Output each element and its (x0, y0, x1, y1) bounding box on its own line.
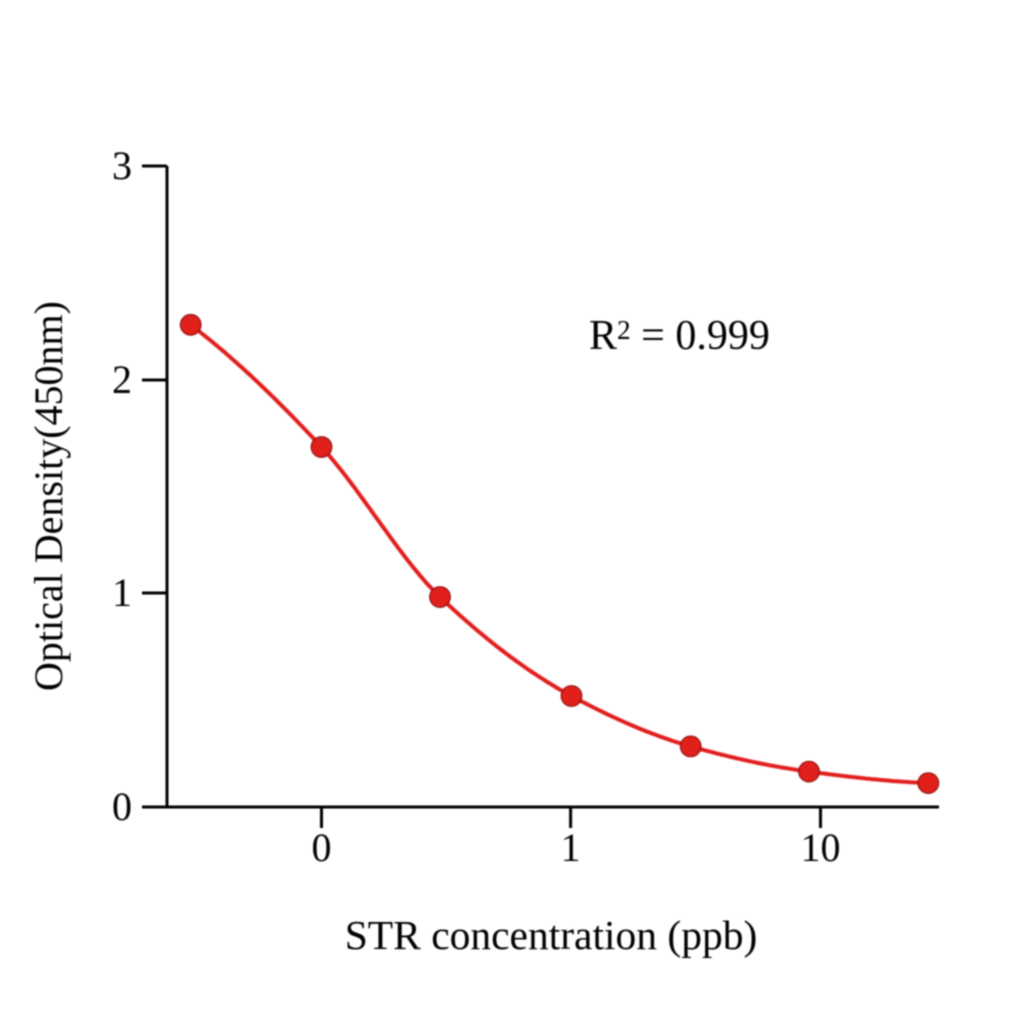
svg-text:1: 1 (561, 825, 581, 870)
svg-text:Optical Density(450nm): Optical Density(450nm) (26, 301, 71, 691)
svg-text:STR concentration (ppb): STR concentration (ppb) (345, 912, 758, 959)
svg-text:10: 10 (801, 825, 841, 870)
svg-text:3: 3 (112, 143, 132, 188)
svg-text:0: 0 (112, 784, 132, 829)
svg-text:1: 1 (112, 570, 132, 615)
svg-text:0: 0 (312, 825, 332, 870)
svg-text:2: 2 (112, 357, 132, 402)
svg-text:R2 = 0.999: R2 = 0.999 (589, 313, 770, 359)
